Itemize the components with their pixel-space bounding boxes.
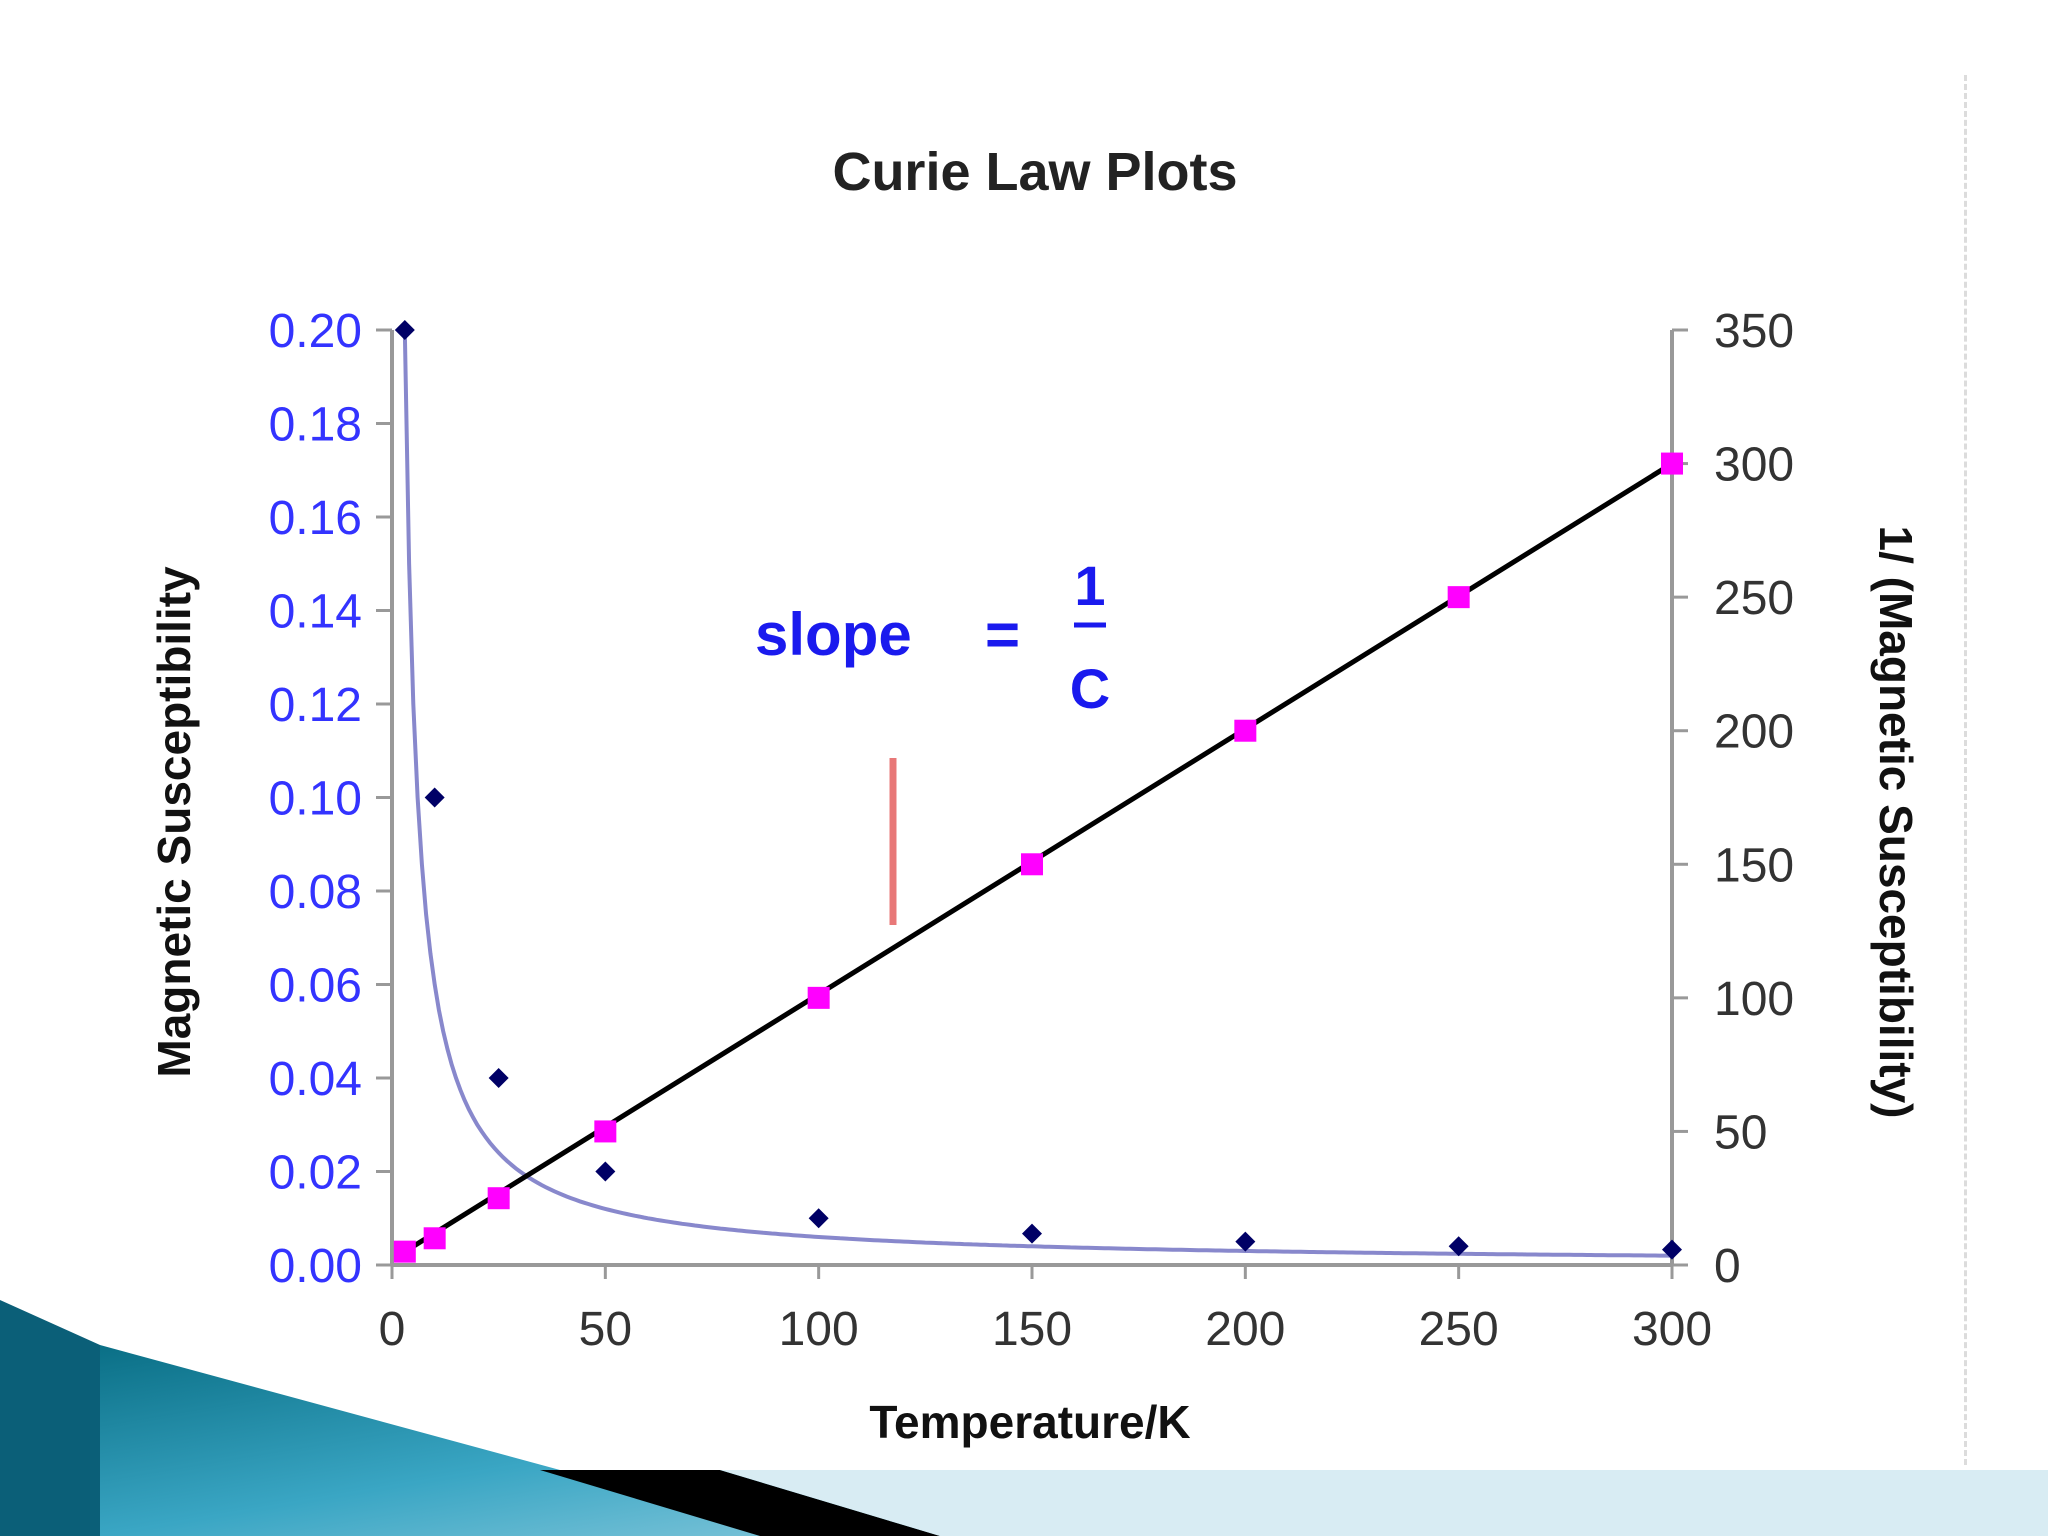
slide-divider xyxy=(1964,75,1967,1465)
inverse-susceptibility-point xyxy=(423,1227,446,1250)
inverse-susceptibility-point xyxy=(393,1240,416,1263)
slope-label: slope xyxy=(755,601,912,668)
y-right-tick-label: 350 xyxy=(1714,305,1794,358)
inverse-susceptibility-point xyxy=(1447,586,1470,609)
susceptibility-point xyxy=(1448,1236,1469,1257)
y-left-tick-label: 0.10 xyxy=(269,773,362,826)
y-left-tick-label: 0.12 xyxy=(269,679,362,732)
inverse-susceptibility-point xyxy=(594,1120,617,1143)
y-right-tick-label: 0 xyxy=(1714,1240,1741,1293)
y-left-tick-label: 0.00 xyxy=(269,1240,362,1293)
y-left-axis-title: Magnetic Susceptibility xyxy=(148,566,200,1078)
y-right-tick-label: 250 xyxy=(1714,572,1794,625)
susceptibility-curve xyxy=(402,329,1673,1258)
inverse-susceptibility-point xyxy=(487,1187,510,1210)
chart-series-markers xyxy=(393,320,1683,1263)
y-left-tick-label: 0.14 xyxy=(269,586,362,639)
corner-black-stripe xyxy=(540,1470,940,1536)
y-right-tick-label: 150 xyxy=(1714,839,1794,892)
chart-title: Curie Law Plots xyxy=(832,142,1237,202)
y-right-tick-label: 100 xyxy=(1714,973,1794,1026)
x-tick-label: 300 xyxy=(1632,1303,1712,1356)
susceptibility-point xyxy=(595,1161,616,1182)
susceptibility-point xyxy=(424,787,445,808)
x-tick-label: 0 xyxy=(379,1303,406,1356)
corner-dark-band xyxy=(0,1300,100,1536)
susceptibility-point xyxy=(1662,1239,1682,1260)
slope-annotation: slope = 1 C xyxy=(755,554,1110,925)
susceptibility-point xyxy=(1022,1223,1042,1244)
x-tick-label: 150 xyxy=(992,1303,1072,1356)
corner-teal-band xyxy=(100,1345,1240,1536)
susceptibility-point xyxy=(1235,1231,1256,1252)
y-left-tick-label: 0.02 xyxy=(269,1147,362,1200)
susceptibility-point xyxy=(394,320,415,340)
x-tick-label: 250 xyxy=(1419,1303,1499,1356)
slope-denominator: C xyxy=(1070,657,1110,720)
y-left-tick-label: 0.20 xyxy=(269,305,362,358)
x-tick-label: 50 xyxy=(579,1303,632,1356)
x-axis-title: Temperature/K xyxy=(869,1396,1190,1448)
slope-equals: = xyxy=(985,601,1020,668)
x-tick-label: 200 xyxy=(1205,1303,1285,1356)
inverse-susceptibility-point xyxy=(1021,853,1043,876)
corner-light-band xyxy=(720,1470,2048,1536)
inverse-susceptibility-point xyxy=(1661,452,1683,475)
slope-numerator: 1 xyxy=(1074,554,1105,617)
y-left-tick-label: 0.18 xyxy=(269,399,362,452)
inverse-susceptibility-point xyxy=(807,986,830,1009)
susceptibility-point xyxy=(808,1208,829,1229)
y-left-tick-label: 0.16 xyxy=(269,492,362,545)
y-left-tick-label: 0.08 xyxy=(269,866,362,919)
x-tick-label: 100 xyxy=(779,1303,859,1356)
y-left-tick-label: 0.04 xyxy=(269,1053,362,1106)
susceptibility-point xyxy=(488,1068,509,1088)
chart-series-lines xyxy=(402,329,1674,1258)
chart-axes: 0.00 0.02 0.04 0.06 0.08 0.10 0.12 0.14 0.16 0.18… xyxy=(269,305,1795,1356)
y-right-tick-label: 300 xyxy=(1714,439,1794,492)
y-right-tick-label: 50 xyxy=(1714,1106,1767,1159)
y-left-tick-label: 0.06 xyxy=(269,960,362,1013)
y-right-axis-title: 1/ (Magnetic Susceptibility) xyxy=(1870,526,1922,1119)
inverse-susceptibility-point xyxy=(1234,719,1257,742)
y-right-tick-label: 200 xyxy=(1714,706,1794,759)
